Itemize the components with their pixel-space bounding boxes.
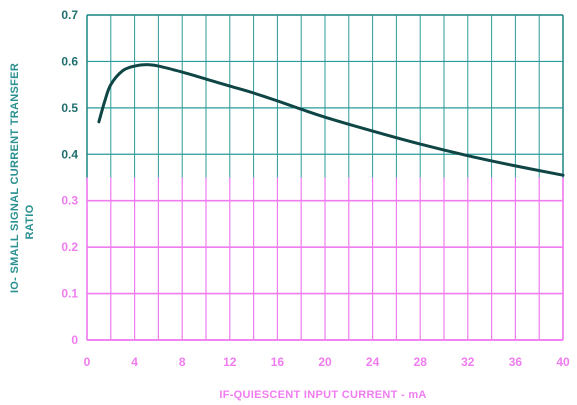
y-tick-label: 0.2 xyxy=(61,240,78,254)
x-tick-label: 4 xyxy=(131,355,138,369)
plot-frame xyxy=(86,14,564,341)
series-line xyxy=(97,63,565,177)
y-tick-label: 0.5 xyxy=(61,101,78,115)
y-tick-label: 0.6 xyxy=(61,54,78,68)
x-tick-label: 24 xyxy=(366,355,380,369)
y-tick-label: 0.4 xyxy=(61,147,78,161)
x-tick-labels: 0 4 8 12 16 20 24 28 32 36 40 xyxy=(84,355,570,369)
y-axis-title-line2: RATIO xyxy=(24,204,36,239)
x-tick-label: 12 xyxy=(223,355,237,369)
y-tick-label: 0.3 xyxy=(61,194,78,208)
x-tick-label: 36 xyxy=(509,355,523,369)
x-axis-title: IF-QUIESCENT INPUT CURRENT - mA xyxy=(219,389,426,401)
y-tick-labels: 0 0.1 0.2 0.3 0.4 0.5 0.6 0.7 xyxy=(61,8,78,347)
y-tick-label: 0.1 xyxy=(61,287,78,301)
upper-grid xyxy=(86,14,564,178)
x-tick-label: 32 xyxy=(461,355,475,369)
x-tick-label: 40 xyxy=(556,355,570,369)
y-tick-label: 0 xyxy=(71,333,78,347)
x-tick-label: 28 xyxy=(414,355,428,369)
series-group xyxy=(97,63,565,177)
x-tick-label: 16 xyxy=(271,355,285,369)
x-tick-label: 8 xyxy=(179,355,186,369)
y-tick-label: 0.7 xyxy=(61,8,78,22)
y-axis-title-group: IO- SMALL SIGNAL CURRENT TRANSFER RATIO xyxy=(9,63,36,293)
y-axis-title-line1: IO- SMALL SIGNAL CURRENT TRANSFER xyxy=(9,63,21,293)
x-tick-label: 0 xyxy=(84,355,91,369)
x-tick-label: 20 xyxy=(318,355,332,369)
lower-grid xyxy=(86,177,564,341)
